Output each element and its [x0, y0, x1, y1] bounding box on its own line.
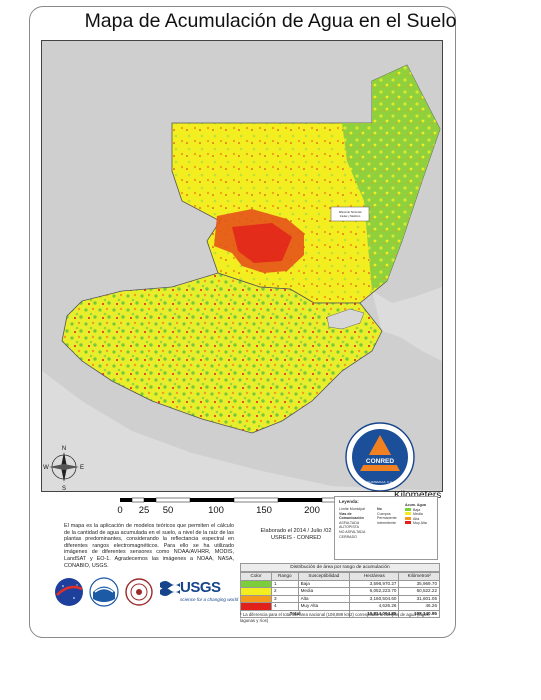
legend-item: CERRADO [339, 534, 357, 539]
row-hectares: 3,160,504.60 [349, 594, 400, 603]
usgs-wave-icon [160, 581, 180, 596]
map-panel[interactable]: Diferendo Territorial Insular y Marítimo… [41, 40, 443, 492]
legend-item-high: Alta [405, 516, 435, 522]
conred-label: CONRED [366, 458, 394, 465]
noaa-logo [89, 577, 119, 607]
legend-item: Vías de Comunicación [339, 511, 364, 521]
header-km2: Kilómetros² [398, 572, 440, 581]
row-km2: 35,969.70 [398, 579, 440, 588]
compass-s-label: S [62, 486, 66, 491]
row-rank: 4 [271, 602, 299, 611]
row-color-swatch [240, 602, 272, 611]
highlands-region [61, 272, 383, 434]
legend-item: Límite Municipal [339, 507, 365, 511]
header-hectares: Hectáreas [349, 572, 400, 581]
total-km2: 108,140.95 [398, 609, 440, 618]
distribution-grid: Color Rango Susceptibilidad Hectáreas Ki… [239, 572, 440, 618]
peten-east-green [342, 65, 440, 291]
legend-mid-col: No Cuerpos Permanente Intermitente [377, 507, 401, 525]
row-rank: 2 [271, 587, 299, 596]
row-km2: 31,601.05 [398, 594, 440, 603]
row-hectares: 3,596,970.27 [349, 579, 400, 588]
scale-unit: Kilometers [394, 490, 441, 501]
table-total-row: Total 10,814,094.85 108,140.95 [239, 609, 440, 618]
legend-item-very-high: Muy Alta [405, 521, 435, 526]
header-color: Color [240, 572, 272, 581]
distribution-table: Distribución de área por rango de acumul… [239, 563, 440, 618]
legend-right-col: Acum. Agua Baja Media Alta Muy Alta [405, 503, 435, 526]
legend-item: AUTOPISTA [339, 525, 360, 530]
row-hectares: 4,626.26 [349, 602, 400, 611]
credits-author: USREIS - CONRED [270, 535, 322, 541]
row-level: Muy Alta [297, 602, 351, 611]
table-row: 3 Alta 3,160,504.60 31,601.05 [240, 594, 440, 603]
conred-bottom-label: GUATEMALA, C.A. [367, 480, 393, 484]
header-susceptibility: Susceptibilidad [297, 572, 351, 581]
lake-izabal [326, 308, 365, 330]
legend-item: Intermitente [377, 520, 396, 525]
legend-item: NO ASFALTADA [339, 529, 366, 534]
scale-tick-0: 0 [117, 505, 123, 516]
legend-item-low: Baja [405, 507, 435, 513]
page-title: Mapa de Acumulación de Agua en el Suelo [84, 10, 457, 32]
row-color-swatch [240, 587, 272, 596]
scale-tick-50: 50 [162, 505, 174, 516]
legend-item: ASFALTADA [339, 520, 360, 525]
scale-tick-100: 100 [208, 505, 224, 516]
conred-logo: CONRED GUATEMALA, C.A. [345, 422, 415, 491]
map-canvas: Diferendo Territorial Insular y Marítimo… [42, 41, 442, 491]
table-row: 2 Media 6,052,223.70 60,522.22 [240, 587, 440, 596]
footnote: * La diferencia para el total del área n… [240, 612, 430, 623]
row-level: Alta [297, 594, 351, 603]
legend-title: Leyenda: [339, 499, 359, 504]
row-rank: 3 [271, 594, 299, 603]
header-rank: Rango [271, 572, 299, 581]
distribution-title: Distribución de área por rango de acumul… [240, 563, 440, 572]
compass-e-label: E [80, 465, 84, 471]
row-km2: 60,522.22 [398, 587, 440, 596]
row-level: Baja [297, 579, 351, 588]
table-row: 1 Baja 3,596,970.27 35,969.70 [240, 579, 440, 588]
credits-date: Elaborado el 2014 / Julio /02 [260, 528, 332, 534]
usgs-tagline: science for a changing world [180, 597, 239, 602]
nasa-logo [55, 578, 83, 606]
legend-item: Permanente [377, 516, 397, 521]
scale-tick-150: 150 [256, 505, 272, 516]
row-color-swatch [240, 579, 272, 588]
scale-tick-200: 200 [304, 505, 320, 516]
row-hectares: 6,052,223.70 [349, 587, 400, 596]
legend-item: Cuerpos [377, 511, 391, 516]
row-km2: 46.26 [398, 602, 440, 611]
logo-row: USGS science for a changing world [54, 577, 238, 611]
map-description: El mapa es la aplicación de modelos teór… [64, 523, 234, 569]
compass-rose: N S E W [43, 446, 84, 491]
scale-tick-25: 25 [138, 505, 150, 516]
row-level: Media [297, 587, 351, 596]
legend-col-no: No [377, 507, 382, 511]
very-high-accumulation-zone [232, 223, 292, 263]
compass-n-label: N [62, 446, 66, 452]
neighbor-label-box [330, 206, 370, 222]
legend-col-acum: Acum. Agua [405, 503, 426, 507]
row-rank: 1 [271, 579, 299, 588]
neighbor-label-line1: Diferendo Territorial [339, 210, 362, 214]
legend-left-col: Límite Municipal Vías de Comunicación AS… [339, 507, 373, 539]
total-hectares: 10,814,094.85 [349, 609, 400, 618]
legend-item-medium: Media [405, 512, 435, 517]
conabio-logo [125, 578, 153, 606]
caribbean-area [372, 287, 442, 361]
usgs-logo: USGS [180, 579, 221, 596]
row-color-swatch [240, 594, 272, 603]
credits: Elaborado el 2014 / Julio /02 USREIS - C… [246, 528, 346, 542]
ocean-area [42, 371, 442, 491]
table-header-row: Color Rango Susceptibilidad Hectáreas Ki… [240, 572, 440, 581]
table-row: 4 Muy Alta 4,626.26 46.26 [240, 602, 440, 611]
map-legend: Leyenda: Límite Municipal Vías de Comuni… [334, 496, 438, 560]
compass-w-label: W [43, 465, 49, 471]
neighbor-label-line2: Insular y Marítimo [340, 214, 361, 218]
